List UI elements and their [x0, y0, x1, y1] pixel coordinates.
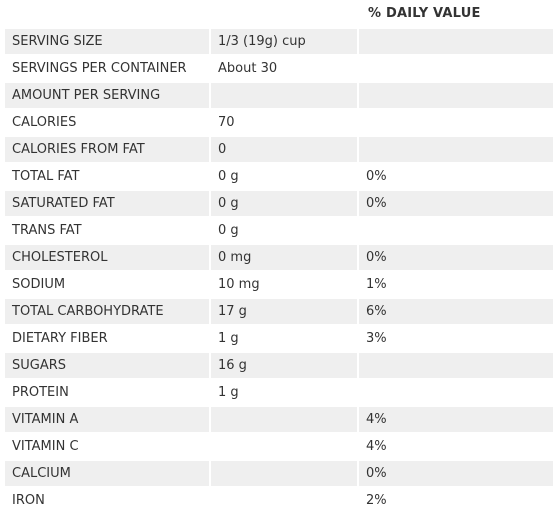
nutrient-daily-value — [359, 110, 555, 137]
nutrient-label: VITAMIN C — [5, 434, 211, 461]
nutrient-label: AMOUNT PER SERVING — [5, 83, 211, 110]
nutrient-label: SODIUM — [5, 272, 211, 299]
nutrient-amount: 10 mg — [211, 272, 359, 299]
nutrient-label: DIETARY FIBER — [5, 326, 211, 353]
table-row: SERVING SIZE 1/3 (19g) cup — [5, 27, 555, 56]
nutrient-label: SATURATED FAT — [5, 191, 211, 218]
nutrient-daily-value: 1% — [359, 272, 555, 299]
nutrient-amount: 1/3 (19g) cup — [211, 27, 359, 56]
nutrient-daily-value: 4% — [359, 407, 555, 434]
nutrient-label: SERVINGS PER CONTAINER — [5, 56, 211, 83]
nutrient-amount — [211, 461, 359, 488]
table-row: CHOLESTEROL 0 mg 0% — [5, 245, 555, 272]
nutrient-amount: 17 g — [211, 299, 359, 326]
nutrient-amount: 1 g — [211, 380, 359, 407]
table-row: CALCIUM 0% — [5, 461, 555, 488]
table-row: SODIUM 10 mg 1% — [5, 272, 555, 299]
table-row: SUGARS 16 g — [5, 353, 555, 380]
table-row: TOTAL FAT 0 g 0% — [5, 164, 555, 191]
table-row: AMOUNT PER SERVING — [5, 83, 555, 110]
table-row: TRANS FAT 0 g — [5, 218, 555, 245]
table-row: VITAMIN A 4% — [5, 407, 555, 434]
nutrient-amount: 0 g — [211, 164, 359, 191]
nutrient-daily-value: 0% — [359, 461, 555, 488]
nutrient-amount: About 30 — [211, 56, 359, 83]
nutrient-label: CALCIUM — [5, 461, 211, 488]
nutrient-daily-value: 4% — [359, 434, 555, 461]
nutrient-label: TRANS FAT — [5, 218, 211, 245]
nutrient-label: CALORIES FROM FAT — [5, 137, 211, 164]
table-row: SATURATED FAT 0 g 0% — [5, 191, 555, 218]
nutrient-label: TOTAL FAT — [5, 164, 211, 191]
nutrient-daily-value — [359, 56, 555, 83]
nutrient-amount: 0 g — [211, 218, 359, 245]
nutrient-label: CHOLESTEROL — [5, 245, 211, 272]
nutrient-daily-value: 0% — [359, 245, 555, 272]
nutrient-daily-value: 0% — [359, 164, 555, 191]
nutrition-facts-table: SERVING SIZE 1/3 (19g) cup SERVINGS PER … — [5, 27, 555, 515]
nutrient-daily-value — [359, 27, 555, 56]
nutrient-daily-value: 3% — [359, 326, 555, 353]
table-row: PROTEIN 1 g — [5, 380, 555, 407]
nutrient-label: PROTEIN — [5, 380, 211, 407]
table-row: TOTAL CARBOHYDRATE 17 g 6% — [5, 299, 555, 326]
table-row: CALORIES FROM FAT 0 — [5, 137, 555, 164]
nutrient-daily-value: 6% — [359, 299, 555, 326]
table-row: VITAMIN C 4% — [5, 434, 555, 461]
nutrient-amount — [211, 434, 359, 461]
nutrient-label: TOTAL CARBOHYDRATE — [5, 299, 211, 326]
nutrient-amount — [211, 488, 359, 515]
nutrient-daily-value — [359, 137, 555, 164]
nutrient-label: SERVING SIZE — [5, 27, 211, 56]
nutrient-label: SUGARS — [5, 353, 211, 380]
table-row: DIETARY FIBER 1 g 3% — [5, 326, 555, 353]
nutrient-amount: 70 — [211, 110, 359, 137]
nutrient-label: IRON — [5, 488, 211, 515]
nutrient-label: CALORIES — [5, 110, 211, 137]
table-row: CALORIES 70 — [5, 110, 555, 137]
nutrient-amount: 16 g — [211, 353, 359, 380]
nutrient-daily-value: 2% — [359, 488, 555, 515]
nutrient-daily-value — [359, 380, 555, 407]
table-header: % DAILY VALUE — [0, 0, 555, 27]
nutrient-daily-value — [359, 83, 555, 110]
nutrient-amount — [211, 407, 359, 434]
table-row: SERVINGS PER CONTAINER About 30 — [5, 56, 555, 83]
nutrient-daily-value — [359, 353, 555, 380]
nutrient-label: VITAMIN A — [5, 407, 211, 434]
nutrient-daily-value — [359, 218, 555, 245]
nutrient-amount — [211, 83, 359, 110]
daily-value-header: % DAILY VALUE — [368, 6, 481, 21]
table-row: IRON 2% — [5, 488, 555, 515]
nutrient-daily-value: 0% — [359, 191, 555, 218]
nutrient-amount: 0 mg — [211, 245, 359, 272]
nutrient-amount: 0 — [211, 137, 359, 164]
nutrient-amount: 1 g — [211, 326, 359, 353]
nutrient-amount: 0 g — [211, 191, 359, 218]
